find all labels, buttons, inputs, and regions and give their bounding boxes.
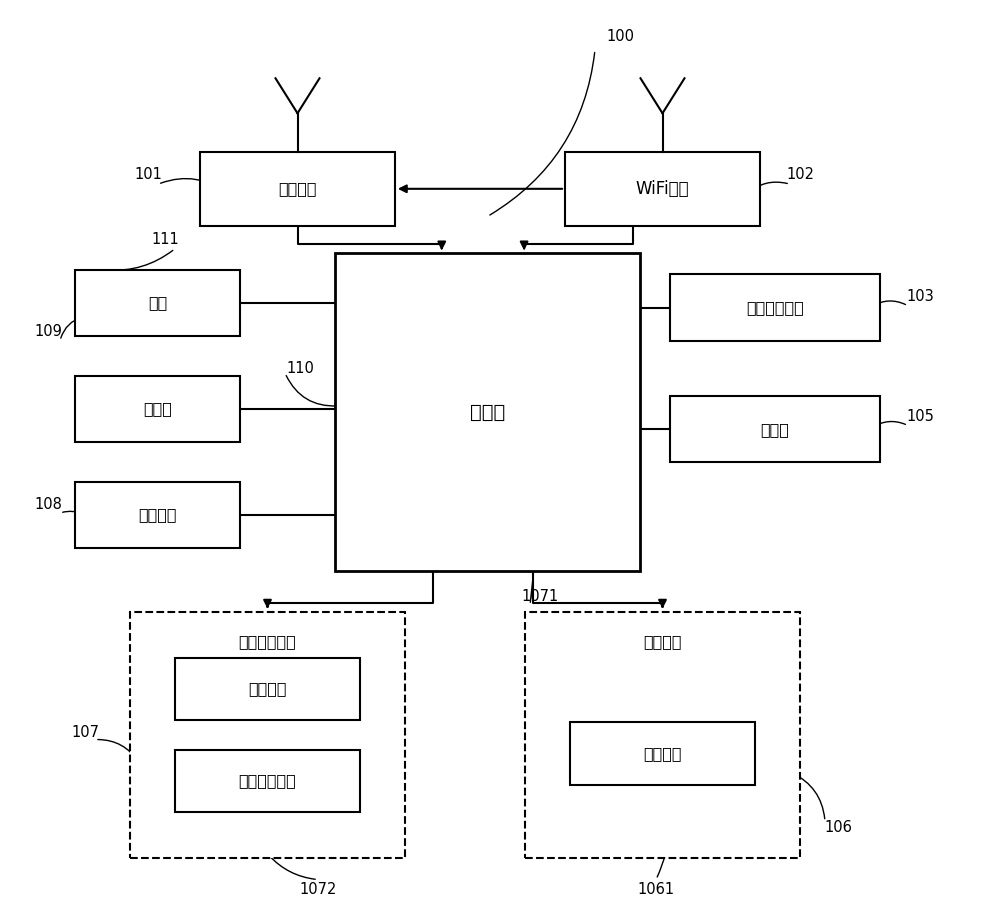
Text: 111: 111 (151, 232, 179, 247)
Text: 103: 103 (906, 289, 934, 304)
Text: 108: 108 (34, 497, 62, 512)
Bar (670, 396, 880, 462)
Text: 显示单元: 显示单元 (643, 635, 682, 649)
Text: 存储器: 存储器 (143, 402, 172, 416)
Text: 1072: 1072 (299, 882, 337, 897)
Text: 102: 102 (786, 168, 814, 182)
Text: 显示面板: 显示面板 (643, 746, 682, 761)
Text: 触控面板: 触控面板 (248, 682, 287, 696)
Text: 电源: 电源 (148, 296, 167, 310)
Text: 射频单元: 射频单元 (278, 181, 317, 196)
Text: 处理器: 处理器 (470, 402, 505, 422)
Bar (200, 152, 395, 226)
Text: 用户输入单元: 用户输入单元 (239, 635, 296, 649)
Bar (75, 376, 240, 442)
Bar (670, 274, 880, 341)
Text: WiFi模块: WiFi模块 (636, 180, 689, 198)
Bar (335, 253, 640, 571)
Bar (175, 750, 360, 812)
Text: 110: 110 (286, 361, 314, 376)
Text: 接口单元: 接口单元 (138, 507, 177, 522)
Bar (75, 482, 240, 548)
Bar (525, 612, 800, 858)
Text: 100: 100 (606, 29, 634, 44)
Text: 106: 106 (824, 820, 852, 834)
Bar (570, 722, 755, 785)
Text: 传感器: 传感器 (761, 422, 789, 437)
Text: 1071: 1071 (521, 589, 559, 604)
Bar (130, 612, 405, 858)
Text: 1061: 1061 (637, 882, 675, 897)
Text: 音频输出单元: 音频输出单元 (746, 300, 804, 315)
Bar (75, 270, 240, 336)
Text: 其他输入设备: 其他输入设备 (239, 774, 296, 788)
Bar (565, 152, 760, 226)
Text: 105: 105 (906, 409, 934, 424)
Text: 109: 109 (34, 324, 62, 339)
Bar (175, 658, 360, 720)
Text: 107: 107 (71, 725, 99, 740)
Text: 101: 101 (134, 168, 162, 182)
